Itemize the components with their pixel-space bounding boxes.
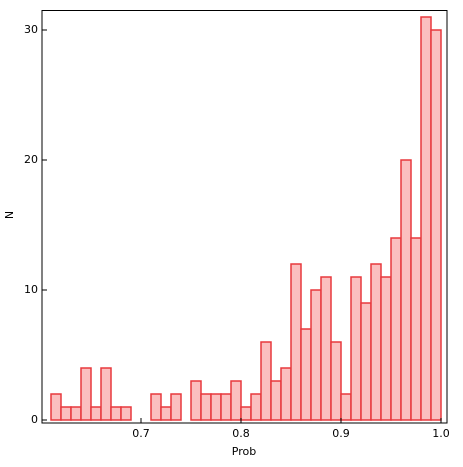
bar	[200, 393, 212, 421]
y-tick-label: 20	[24, 153, 38, 166]
bar	[380, 276, 392, 421]
bar	[230, 380, 242, 421]
x-tick-label: 0.9	[332, 427, 350, 440]
bar	[430, 29, 442, 421]
bar	[310, 289, 322, 421]
y-tick-label: 0	[31, 413, 38, 426]
bar	[400, 159, 412, 421]
bar	[300, 328, 312, 421]
bar	[110, 406, 122, 421]
x-tick-label: 0.7	[132, 427, 150, 440]
y-tick-label: 10	[24, 283, 38, 296]
bar	[390, 237, 402, 421]
bar	[250, 393, 262, 421]
y-tick-label: 30	[24, 23, 38, 36]
bar	[160, 406, 172, 421]
bar	[330, 341, 342, 421]
bar	[120, 406, 132, 421]
x-tick-label: 0.8	[232, 427, 250, 440]
bar	[340, 393, 352, 421]
plot-frame	[41, 10, 448, 424]
bar	[260, 341, 272, 421]
bar	[320, 276, 332, 421]
bar	[290, 263, 302, 421]
bar	[50, 393, 62, 421]
x-tick-label: 1.0	[432, 427, 450, 440]
bar	[190, 380, 202, 421]
bar	[240, 406, 252, 421]
bar	[210, 393, 222, 421]
bar	[360, 302, 372, 421]
bar	[410, 237, 422, 421]
bar	[170, 393, 182, 421]
bar	[70, 406, 82, 421]
bar	[420, 16, 432, 421]
bar	[280, 367, 292, 421]
bar	[100, 367, 112, 421]
bar	[350, 276, 362, 421]
y-axis-label: N	[3, 211, 16, 219]
x-axis-label: Prob	[232, 445, 256, 458]
bar	[90, 406, 102, 421]
bar	[150, 393, 162, 421]
bar	[370, 263, 382, 421]
bar	[220, 393, 232, 421]
bar	[60, 406, 72, 421]
bar	[270, 380, 282, 421]
bar	[80, 367, 92, 421]
